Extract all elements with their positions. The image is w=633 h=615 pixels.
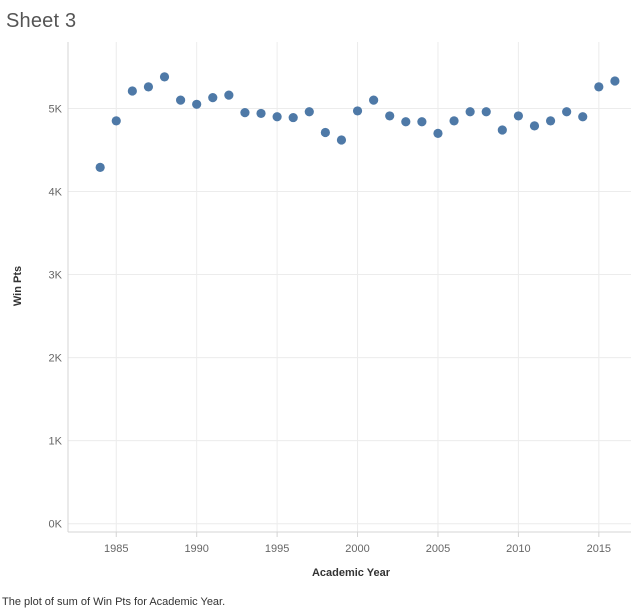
- data-point[interactable]: [610, 76, 620, 86]
- data-point[interactable]: [208, 93, 218, 103]
- data-point[interactable]: [224, 90, 234, 100]
- x-tick-label: 1985: [104, 543, 128, 555]
- data-point[interactable]: [336, 135, 347, 145]
- x-tick-label: 2015: [587, 543, 611, 555]
- y-tick-label: 3K: [49, 270, 63, 282]
- data-point[interactable]: [288, 112, 298, 123]
- data-point[interactable]: [143, 82, 154, 92]
- data-point[interactable]: [513, 111, 524, 121]
- data-point[interactable]: [594, 82, 604, 92]
- axes: [67, 42, 631, 537]
- y-tick-label: 2K: [49, 353, 63, 365]
- data-point[interactable]: [417, 117, 427, 127]
- data-point[interactable]: [465, 107, 475, 117]
- data-point[interactable]: [176, 95, 186, 105]
- y-tick-label: 1K: [49, 436, 63, 448]
- data-point[interactable]: [433, 128, 443, 138]
- y-tick-label: 4K: [49, 186, 63, 198]
- x-tick-label: 2010: [506, 543, 530, 555]
- sheet-title: Sheet 3: [6, 10, 77, 32]
- data-point[interactable]: [320, 127, 330, 138]
- data-point[interactable]: [352, 106, 363, 116]
- data-point[interactable]: [562, 107, 572, 117]
- grid-lines: [68, 42, 631, 532]
- x-tick-label: 1995: [265, 543, 289, 555]
- y-tick-label: 5K: [49, 103, 63, 115]
- data-point[interactable]: [385, 111, 395, 121]
- x-axis-label: Academic Year: [312, 567, 391, 579]
- data-point[interactable]: [497, 125, 507, 135]
- x-tick-label: 1990: [184, 543, 208, 555]
- y-axis-label: Win Pts: [12, 266, 24, 306]
- data-point[interactable]: [401, 117, 411, 127]
- y-tick-label: 0K: [49, 519, 63, 531]
- data-point[interactable]: [578, 112, 588, 122]
- data-points: [95, 72, 620, 173]
- tick-labels: 0K 1K 2K 3K 4K 5K 1985 1990 1995 2000 2005 2010 2015: [49, 103, 612, 555]
- data-point[interactable]: [192, 99, 202, 109]
- chart-caption: The plot of sum of Win Pts for Academic …: [2, 596, 226, 608]
- data-point[interactable]: [256, 108, 266, 119]
- data-point[interactable]: [127, 86, 137, 96]
- data-point[interactable]: [481, 107, 491, 117]
- data-point[interactable]: [449, 116, 459, 126]
- data-point[interactable]: [240, 107, 250, 118]
- data-point[interactable]: [304, 107, 314, 117]
- data-point[interactable]: [111, 116, 121, 126]
- data-point[interactable]: [272, 112, 282, 122]
- x-tick-label: 2005: [426, 543, 450, 555]
- data-point[interactable]: [529, 121, 540, 131]
- data-point[interactable]: [159, 72, 170, 82]
- x-tick-label: 2000: [345, 543, 369, 555]
- data-point[interactable]: [95, 162, 105, 173]
- data-point[interactable]: [369, 95, 379, 105]
- data-point[interactable]: [545, 116, 556, 126]
